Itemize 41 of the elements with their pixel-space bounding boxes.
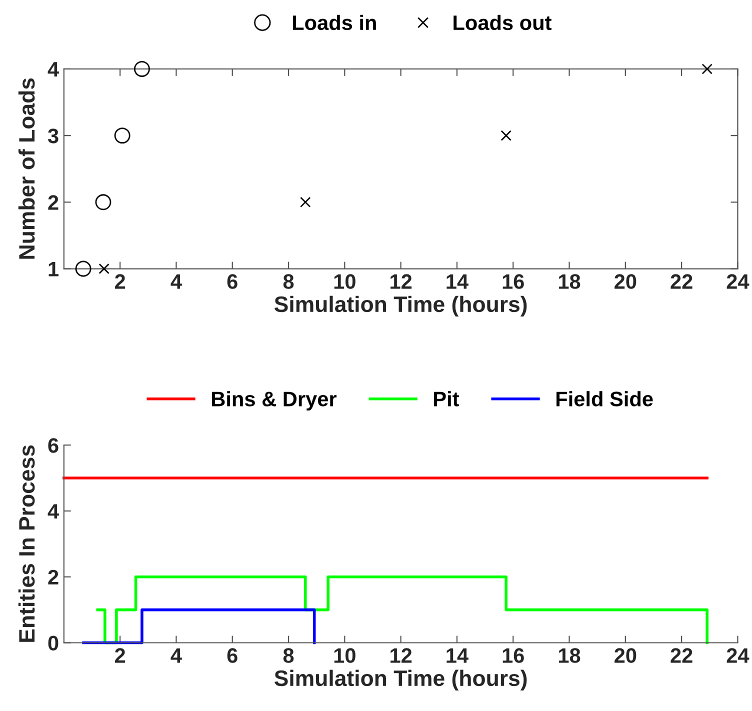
x-tick-label: 4 <box>170 648 182 663</box>
y-tick-label: 1 <box>48 262 58 276</box>
x-tick-label: 8 <box>283 648 294 663</box>
x-tick-label: 22 <box>670 648 692 663</box>
x-axis-title: Simulation Time (hours) <box>274 670 527 691</box>
x-tick-label: 10 <box>334 274 356 289</box>
x-tick-label: 12 <box>390 648 412 663</box>
x-tick-label: 8 <box>283 274 294 289</box>
y-tick-label: 4 <box>48 504 59 519</box>
x-tick-label: 18 <box>558 648 580 663</box>
y-tick-label: 0 <box>48 636 58 650</box>
x-tick-label: 24 <box>726 648 750 663</box>
x-tick-label: 6 <box>227 274 238 289</box>
y-axis-title: Entities In Process <box>18 445 35 642</box>
y-axis-title: Number of Loads <box>18 78 35 259</box>
x-tick-label: 10 <box>334 648 356 663</box>
x-axis-title: Simulation Time (hours) <box>274 296 527 317</box>
x-tick-label: 12 <box>390 274 412 289</box>
y-tick-label: 6 <box>48 438 58 453</box>
y-tick-label: 2 <box>48 570 58 584</box>
x-tick-label: 22 <box>670 274 692 289</box>
y-tick-label: 3 <box>48 128 58 144</box>
x-tick-label: 20 <box>614 648 636 663</box>
x-tick-label: 16 <box>502 648 524 663</box>
y-tick-label: 2 <box>48 195 58 210</box>
x-tick-label: 14 <box>446 274 468 289</box>
x-tick-label: 18 <box>558 274 580 289</box>
x-tick-label: 14 <box>446 648 468 663</box>
legend-label: Field Side <box>556 391 653 406</box>
x-tick-label: 4 <box>170 274 182 289</box>
x-tick-label: 20 <box>614 274 636 289</box>
x-tick-label: 16 <box>502 274 524 289</box>
legend-label: Pit <box>434 391 460 406</box>
y-tick-label: 4 <box>48 62 59 77</box>
legend-label: Bins & Dryer <box>212 391 337 411</box>
x-tick-label: 6 <box>227 648 238 663</box>
legend-label: Loads in <box>292 14 376 30</box>
x-tick-label: 24 <box>726 274 750 289</box>
x-tick-label: 2 <box>115 648 126 663</box>
x-tick-label: 2 <box>115 274 126 289</box>
legend-label: Loads out <box>454 14 552 30</box>
